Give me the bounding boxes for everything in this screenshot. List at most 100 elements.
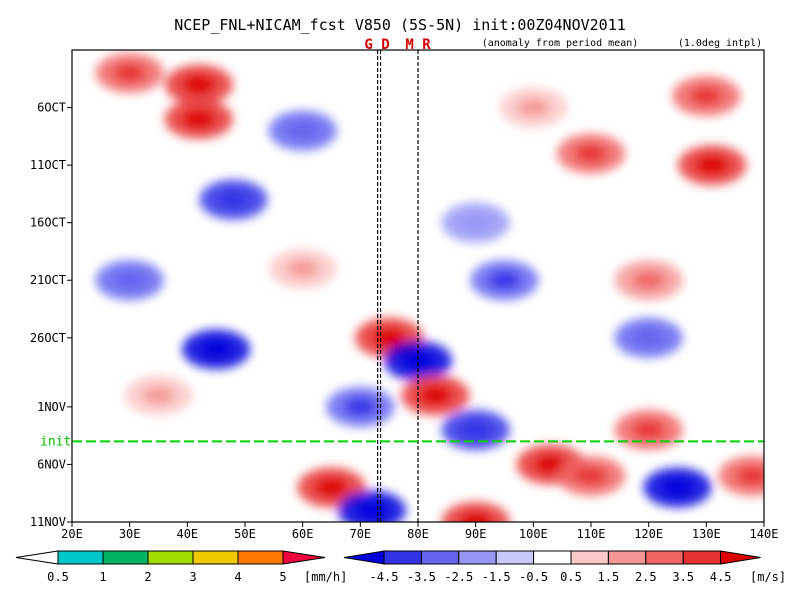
v850-core-14	[373, 328, 406, 347]
v850-core-3	[286, 121, 319, 140]
y-tick-label-2: 16OCT	[30, 216, 66, 230]
precip-unit: [mm/h]	[304, 570, 347, 584]
y-tick-label-6: 6NOV	[37, 457, 66, 471]
y-axis: 6OCT 11OCT 16OCT 21OCT 26OCT 1NOV 6NOV 11NOV	[30, 101, 72, 529]
precip-colorbar-tick-3: 3	[189, 570, 196, 584]
x-tick-label-0: 20E	[61, 527, 83, 541]
x-tick-label-5: 70E	[349, 527, 371, 541]
precip-colorbar-box-3	[192, 550, 239, 565]
v850-core-21	[459, 420, 492, 439]
precip-colorbar-tick-0: 0.5	[47, 570, 69, 584]
v850-core-23	[534, 455, 567, 474]
v850-colorbar-tick-8: 3.5	[672, 570, 694, 584]
v850-core-25	[315, 478, 348, 497]
v850-core-0	[113, 64, 146, 83]
v850-colorbar-tick-5: 0.5	[560, 570, 582, 584]
v850-core-5	[690, 87, 723, 106]
x-tick-label-3: 50E	[234, 527, 256, 541]
v850-colorbar-high-arrow	[720, 550, 761, 565]
v850-core-7	[696, 156, 729, 175]
y-tick-label-4: 26OCT	[30, 331, 66, 345]
x-tick-label-12: 140E	[750, 527, 779, 541]
y-tick-label-3: 21OCT	[30, 273, 66, 287]
init-label: init	[40, 434, 71, 449]
x-tick-label-11: 130E	[692, 527, 721, 541]
v850-core-4	[517, 98, 550, 117]
v850-core-29	[736, 466, 764, 485]
v850-core-18	[419, 386, 452, 405]
y-tick-label-5: 1NOV	[37, 400, 66, 414]
x-tick-label-2: 40E	[176, 527, 198, 541]
subtitle-left: (anomaly from period mean)	[482, 38, 639, 49]
v850-core-27	[459, 513, 492, 522]
y-tick-label-7: 11NOV	[30, 515, 66, 529]
v850-core-11	[286, 259, 319, 278]
v850-colorbar-tick-6: 1.5	[598, 570, 620, 584]
subtitle-right: (1.0deg intpl)	[678, 38, 762, 49]
x-tick-label-4: 60E	[292, 527, 314, 541]
x-tick-label-10: 120E	[634, 527, 663, 541]
x-tick-label-7: 90E	[465, 527, 487, 541]
precip-colorbar-low-arrow	[15, 550, 59, 565]
field-blobs	[95, 53, 764, 522]
v850-unit: [m/s]	[750, 570, 786, 584]
v850-core-24	[575, 466, 607, 485]
marker-lines	[377, 50, 419, 522]
precip-colorbar-tick-5: 5	[279, 570, 286, 584]
marker-label-gd: G D	[364, 37, 389, 53]
v850-colorbar-box-8	[645, 550, 684, 565]
v850-colorbar-box-2	[420, 550, 460, 565]
v850-colorbar-tick-3: -1.5	[482, 570, 511, 584]
v850-colorbar-box-7	[607, 550, 647, 565]
x-tick-label-1: 30E	[119, 527, 141, 541]
v850-core-1	[182, 75, 215, 94]
v850-cell-27	[441, 502, 510, 522]
v850-core-22	[632, 420, 665, 439]
precip-colorbar-box-0	[57, 550, 104, 565]
precip-colorbar-tick-4: 4	[234, 570, 241, 584]
precip-colorbar-box-1	[102, 550, 149, 565]
y-tick-label-0: 6OCT	[37, 101, 66, 115]
v850-core-28	[661, 478, 694, 497]
x-tick-label-6: 80E	[407, 527, 429, 541]
v850-colorbar-tick-0: -4.5	[370, 570, 399, 584]
marker-label-mr: M R	[405, 37, 431, 53]
v850-colorbar-tick-7: 2.5	[635, 570, 657, 584]
v850-colorbar-low-arrow	[343, 550, 385, 565]
v850-colorbar-tick-1: -3.5	[407, 570, 436, 584]
x-tick-label-9: 110E	[577, 527, 606, 541]
precip-colorbar-tick-2: 2	[144, 570, 151, 584]
v850-core-19	[344, 397, 377, 416]
v850-colorbar-box-1	[383, 550, 422, 565]
v850-core-15	[200, 340, 233, 359]
v850-core-9	[459, 213, 492, 232]
chart-title: NCEP_FNL+NICAM_fcst V850 (5S-5N) init:00…	[174, 16, 626, 34]
v850-core-16	[402, 351, 434, 370]
v850-colorbar-tick-2: -2.5	[444, 570, 473, 584]
v850-colorbar-box-6	[570, 550, 609, 565]
precip-colorbar-box-2	[147, 550, 194, 565]
v850-core-8	[217, 190, 250, 209]
v850-core-6	[575, 144, 607, 163]
v850-colorbar-box-5	[533, 550, 572, 565]
precip-colorbar-tick-1: 1	[99, 570, 106, 584]
v850-core-10	[113, 271, 146, 290]
v850-core-26	[355, 501, 388, 520]
v850-core-20	[142, 386, 175, 405]
x-tick-label-8: 100E	[519, 527, 548, 541]
v850-core-12	[488, 271, 521, 290]
v850-core-17	[632, 328, 665, 347]
v850-colorbar: -4.5 -3.5 -2.5 -1.5 -0.5 0.5 1.5 2.5 3.5 4.5	[343, 550, 761, 584]
precip-colorbar-high-arrow	[282, 550, 326, 565]
precip-colorbar: 0.5 1 2 3 4 5	[15, 550, 326, 584]
x-axis: 20E 30E 40E 50E 60E 70E 80E 90E 100E 110E 120E 130E…	[61, 522, 778, 541]
precip-colorbar-box-4	[237, 550, 284, 565]
y-tick-label-1: 11OCT	[30, 158, 66, 172]
v850-colorbar-tick-9: 4.5	[710, 570, 732, 584]
v850-colorbar-box-9	[682, 550, 722, 565]
v850-core-2	[182, 110, 215, 129]
v850-colorbar-tick-4: -0.5	[519, 570, 548, 584]
v850-colorbar-box-3	[458, 550, 497, 565]
v850-core-13	[632, 271, 665, 290]
